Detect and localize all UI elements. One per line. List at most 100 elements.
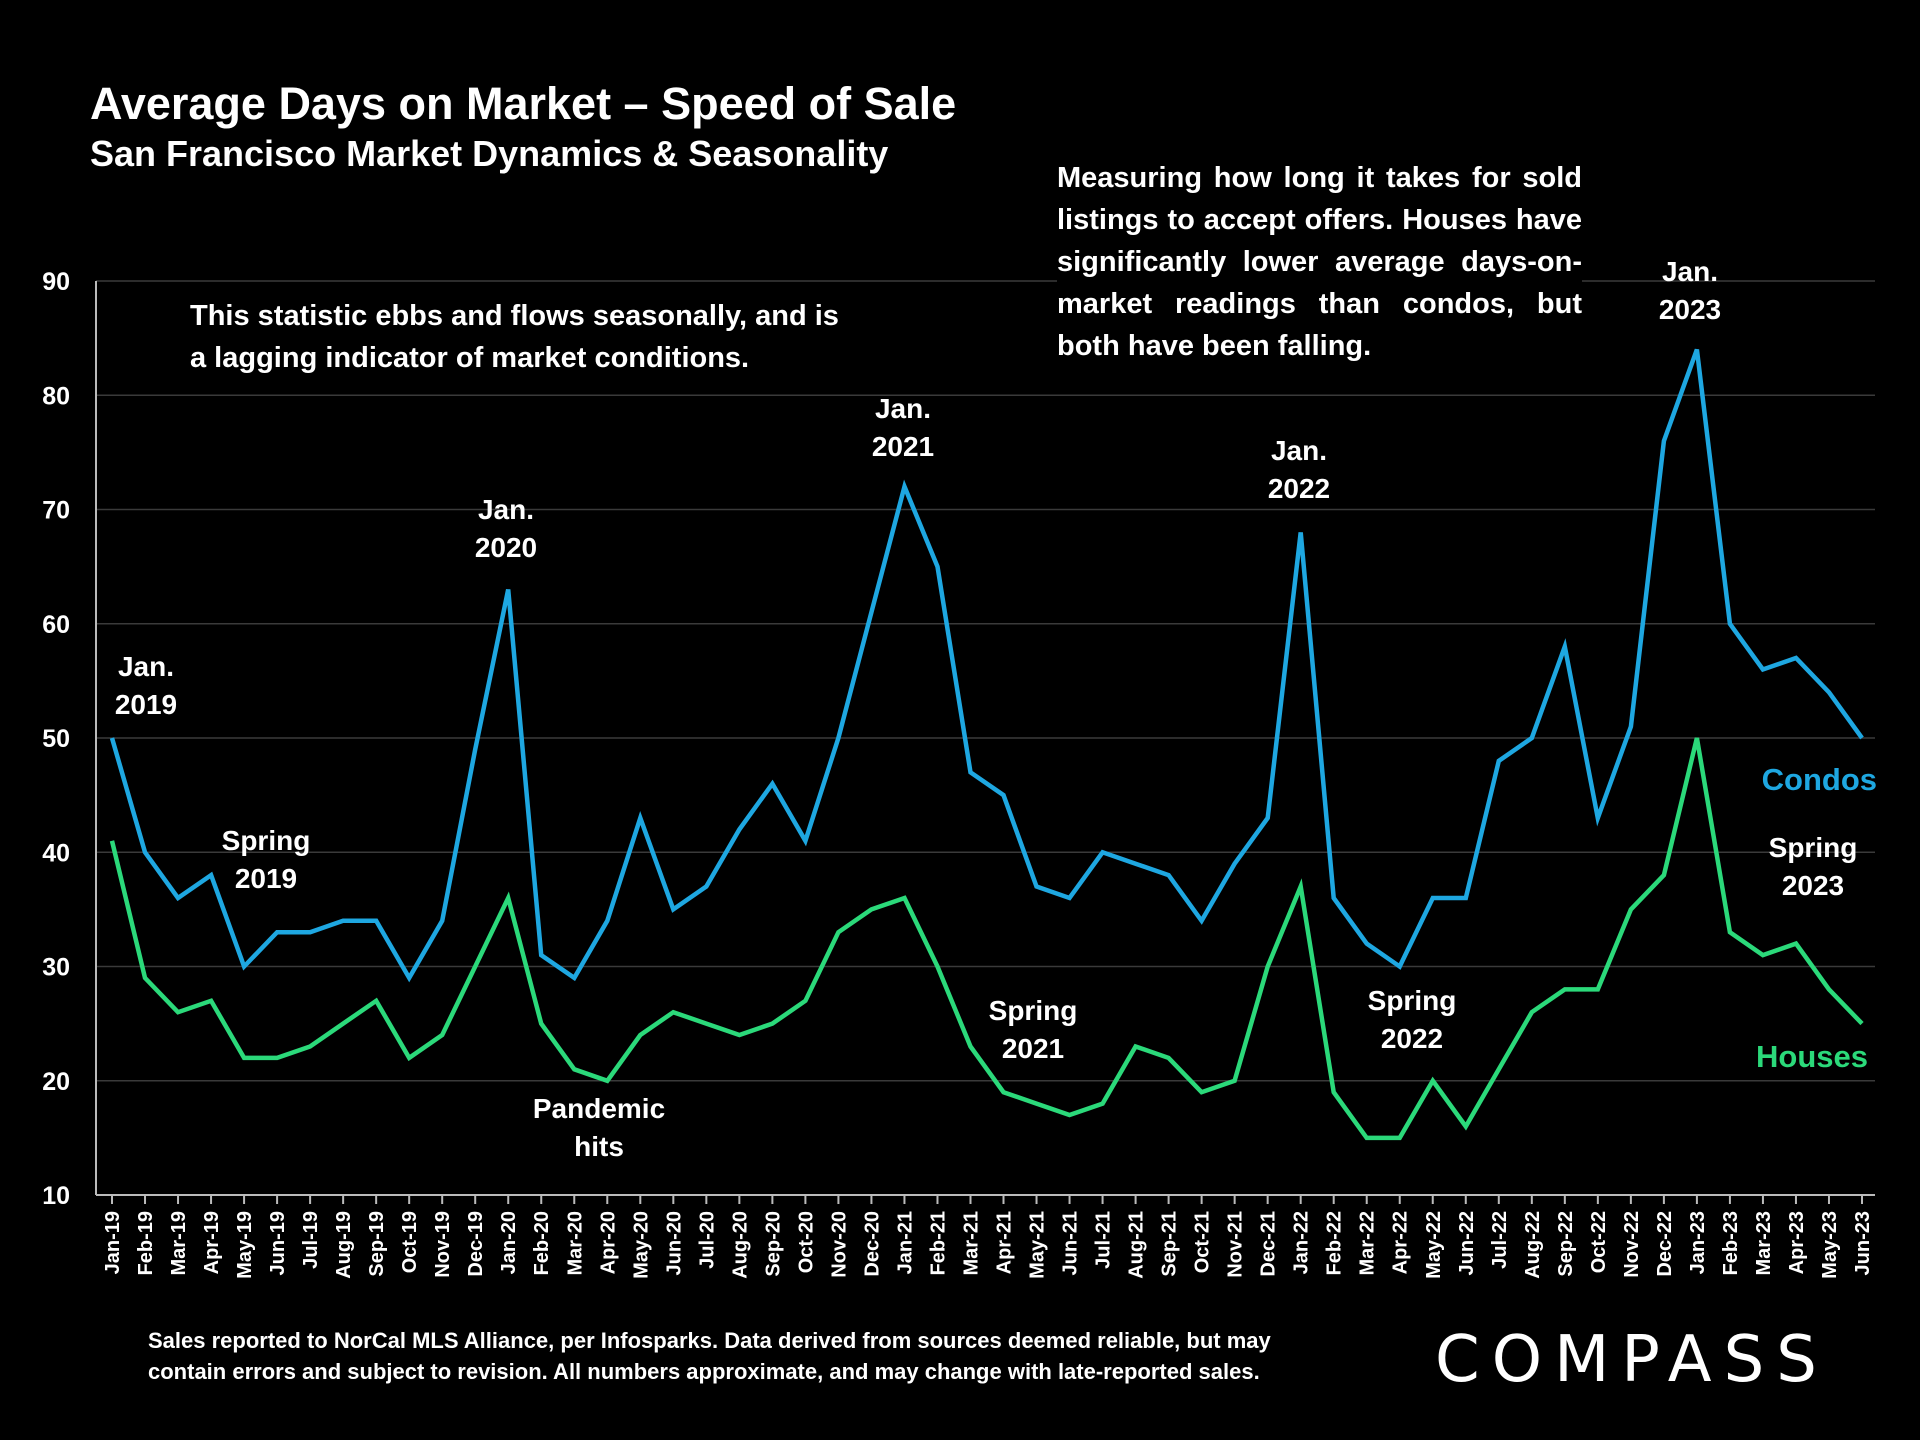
x-tick-label: Nov-21 — [1225, 1211, 1247, 1278]
x-tick-label: Mar-20 — [564, 1211, 586, 1275]
annotation-label: Jan. — [478, 494, 534, 525]
series-line-condos — [109, 348, 1864, 983]
annotation-label: 2021 — [1002, 1033, 1064, 1064]
x-tick-label: Mar-19 — [168, 1211, 190, 1275]
x-tick-label: Mar-21 — [960, 1211, 982, 1275]
x-tick-label: Jul-22 — [1489, 1211, 1511, 1269]
x-tick-label: Jan-19 — [102, 1211, 124, 1274]
x-tick-label: May-21 — [1027, 1211, 1049, 1279]
x-tick-label: Jul-21 — [1093, 1211, 1115, 1269]
annotations: Jan. 2019 Spring 2019 Jan. 2020 Pandemic hits Ja… — [115, 256, 1857, 1162]
annotation-label: Jan. — [875, 393, 931, 424]
series-labels: Condos Houses — [1756, 762, 1877, 1074]
annotation-label: Spring — [1769, 832, 1858, 863]
x-tick-label: May-23 — [1819, 1211, 1841, 1279]
x-tick-label: May-20 — [630, 1211, 652, 1279]
annotation-label: Jan. — [118, 651, 174, 682]
x-tick-label: Jun-21 — [1060, 1211, 1082, 1275]
x-tick-label: Dec-22 — [1654, 1211, 1676, 1277]
x-tick-label: Oct-20 — [795, 1211, 817, 1273]
x-tick-label: Aug-22 — [1522, 1211, 1544, 1279]
annotation-label: Spring — [1368, 985, 1457, 1016]
x-tick-label: Jul-19 — [300, 1211, 322, 1269]
x-tick-label: Nov-19 — [432, 1211, 454, 1278]
annotation-label: 2022 — [1268, 473, 1330, 504]
x-tick-label: Jun-23 — [1852, 1211, 1874, 1275]
x-tick-label: Nov-20 — [828, 1211, 850, 1278]
x-tick-label: Apr-23 — [1786, 1211, 1808, 1274]
x-tick-label: Aug-21 — [1126, 1211, 1148, 1279]
y-tick-label: 50 — [42, 725, 70, 753]
y-tick-label: 20 — [42, 1068, 70, 1096]
x-tick-label: Dec-20 — [861, 1211, 883, 1277]
x-tick-label: Oct-21 — [1192, 1211, 1214, 1273]
x-tick-label: Jan-22 — [1291, 1211, 1313, 1274]
x-tick-label: Feb-20 — [531, 1211, 553, 1275]
annotation-label: 2022 — [1381, 1023, 1443, 1054]
source-footnote: Sales reported to NorCal MLS Alliance, p… — [148, 1328, 1271, 1384]
x-tick-label: Jan-20 — [498, 1211, 520, 1274]
annotation-label: Spring — [222, 825, 311, 856]
x-tick-label: Mar-23 — [1753, 1211, 1775, 1275]
x-tick-label: Jan-23 — [1687, 1211, 1709, 1274]
x-tick-label: Oct-19 — [399, 1211, 421, 1273]
y-tick-label: 40 — [42, 839, 70, 867]
chart-title: Average Days on Market – Speed of Sale — [90, 78, 957, 129]
series-label-houses: Houses — [1756, 1039, 1868, 1074]
x-tick-label: Oct-22 — [1588, 1211, 1610, 1273]
x-tick-label: Apr-21 — [994, 1211, 1016, 1274]
annotation-label: Jan. — [1271, 435, 1327, 466]
y-tick-label: 70 — [42, 497, 70, 525]
x-tick-label: Jun-22 — [1456, 1211, 1478, 1275]
x-tick-label: Sep-20 — [762, 1211, 784, 1277]
y-tick-labels: 10 20 30 40 50 60 70 80 90 — [42, 268, 70, 1210]
x-tick-label: Jun-19 — [267, 1211, 289, 1275]
annotation-label: 2019 — [115, 689, 177, 720]
axes — [95, 281, 1875, 1204]
compass-logo: COMPASS — [1435, 1323, 1829, 1397]
x-tick-label: Sep-19 — [366, 1211, 388, 1277]
annotation-label: Spring — [989, 995, 1078, 1026]
annotation-label: hits — [574, 1131, 624, 1162]
x-tick-label: Feb-23 — [1720, 1211, 1742, 1275]
x-tick-label: Feb-19 — [135, 1211, 157, 1275]
x-tick-label: Apr-20 — [597, 1211, 619, 1274]
x-tick-label: Feb-22 — [1324, 1211, 1346, 1275]
chart-subtitle: San Francisco Market Dynamics & Seasonal… — [90, 133, 889, 174]
y-tick-label: 80 — [42, 382, 70, 410]
annotation-label: 2020 — [475, 532, 537, 563]
measurement-note: Measuring how long it takes for sold lis… — [1057, 157, 1582, 367]
x-tick-label: Nov-22 — [1621, 1211, 1643, 1278]
y-tick-label: 90 — [42, 268, 70, 296]
annotation-label: Pandemic — [533, 1093, 665, 1124]
seasonality-note: This statistic ebbs and flows seasonally… — [190, 300, 839, 374]
x-tick-label: Dec-21 — [1258, 1211, 1280, 1277]
series-lines — [109, 348, 1864, 1141]
x-tick-label: Aug-20 — [729, 1211, 751, 1279]
x-tick-label: Mar-22 — [1357, 1211, 1379, 1275]
x-tick-label: Sep-21 — [1159, 1211, 1181, 1277]
x-tick-label: May-22 — [1423, 1211, 1445, 1279]
x-tick-label: Jan-21 — [894, 1211, 916, 1274]
x-tick-label: Apr-19 — [201, 1211, 223, 1274]
x-tick-label: Dec-19 — [465, 1211, 487, 1277]
x-tick-label: Aug-19 — [333, 1211, 355, 1279]
annotation-label: 2023 — [1782, 870, 1844, 901]
annotation-label: 2021 — [872, 431, 934, 462]
y-tick-label: 60 — [42, 611, 70, 639]
series-label-condos: Condos — [1762, 762, 1877, 797]
annotation-label: Jan. — [1662, 256, 1718, 287]
x-tick-labels: Jan-19 Feb-19 Mar-19 Apr-19 May-19 Jun-19 Jul-… — [102, 1211, 1874, 1279]
x-tick-label: Jun-20 — [663, 1211, 685, 1275]
series-line-houses — [109, 737, 1864, 1141]
annotation-label: 2023 — [1659, 294, 1721, 325]
annotation-label: 2019 — [235, 863, 297, 894]
x-tick-label: Apr-22 — [1390, 1211, 1412, 1274]
x-tick-label: Sep-22 — [1555, 1211, 1577, 1277]
x-tick-label: May-19 — [234, 1211, 256, 1279]
x-tick-label: Jul-20 — [696, 1211, 718, 1269]
x-tick-label: Feb-21 — [927, 1211, 949, 1275]
y-tick-label: 10 — [42, 1182, 70, 1210]
y-tick-label: 30 — [42, 954, 70, 982]
